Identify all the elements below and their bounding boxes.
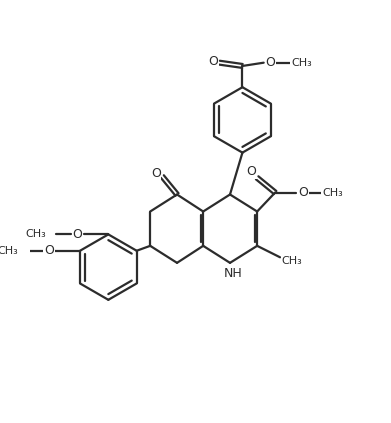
Text: O: O: [298, 186, 308, 199]
Text: O: O: [151, 167, 161, 180]
Text: O: O: [72, 228, 82, 241]
Text: CH₃: CH₃: [0, 246, 18, 256]
Text: O: O: [246, 165, 256, 179]
Text: O: O: [208, 55, 218, 68]
Text: O: O: [265, 56, 275, 69]
Text: CH₃: CH₃: [291, 58, 312, 68]
Text: CH₃: CH₃: [322, 187, 343, 198]
Text: CH₃: CH₃: [25, 229, 46, 239]
Text: O: O: [44, 244, 54, 257]
Text: CH₃: CH₃: [281, 256, 302, 266]
Text: NH: NH: [224, 267, 243, 280]
